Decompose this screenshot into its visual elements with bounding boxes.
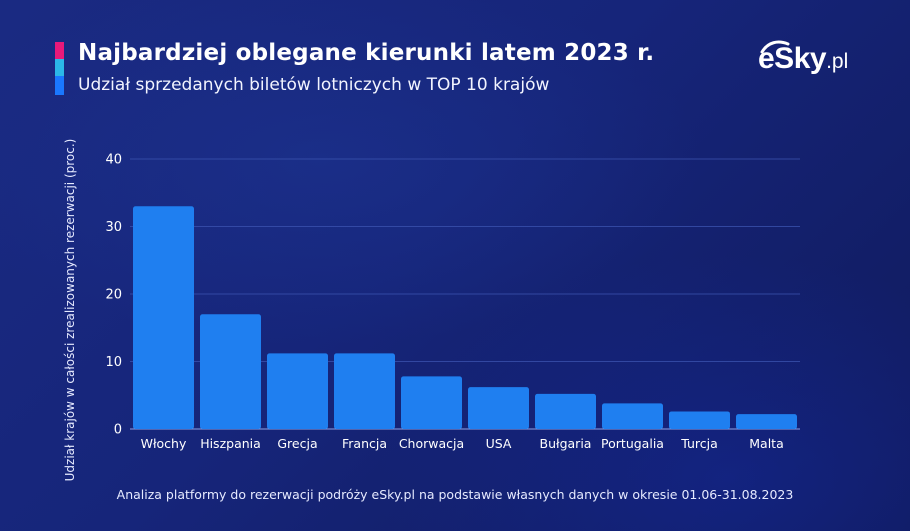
bar [535,393,596,429]
footer-note: Analiza platformy do rezerwacji podróży … [116,487,794,502]
accent-bar-blue [55,76,64,95]
chart-subtitle: Udział sprzedanych biletów lotniczych w … [78,75,550,95]
x-tick-label: Francja [342,436,387,451]
y-tick-label: 10 [105,355,122,370]
logo-tld: .pl [826,50,849,73]
x-tick-label: Turcja [680,436,718,451]
accent-bar-cyan [55,59,64,76]
bar [133,206,194,429]
bar [736,414,797,429]
x-tick-label: Bułgaria [540,436,592,451]
x-tick-label: Portugalia [601,436,664,451]
logo-swoosh-icon [760,40,790,54]
bar [334,353,395,429]
x-tick-label: Hiszpania [200,436,261,451]
esky-logo: eSky.pl [758,42,848,76]
x-tick-label: Malta [749,436,783,451]
chart-title: Najbardziej oblegane kierunki latem 2023… [78,40,655,66]
y-tick-label: 0 [114,423,122,438]
y-tick-label: 20 [105,288,122,303]
accent-bar-pink [55,42,64,59]
bar [669,411,730,429]
x-tick-label: Grecja [277,436,317,451]
y-tick-label: 40 [105,153,122,168]
bar [267,353,328,429]
y-tick-label: 30 [105,220,122,235]
logo-brand: eSky [758,42,827,75]
bar [401,376,462,429]
x-tick-label: Chorwacja [399,436,464,451]
bar [602,403,663,429]
bar [468,387,529,429]
bar [200,314,261,429]
x-tick-label: Włochy [141,436,187,451]
x-tick-label: USA [486,436,512,451]
